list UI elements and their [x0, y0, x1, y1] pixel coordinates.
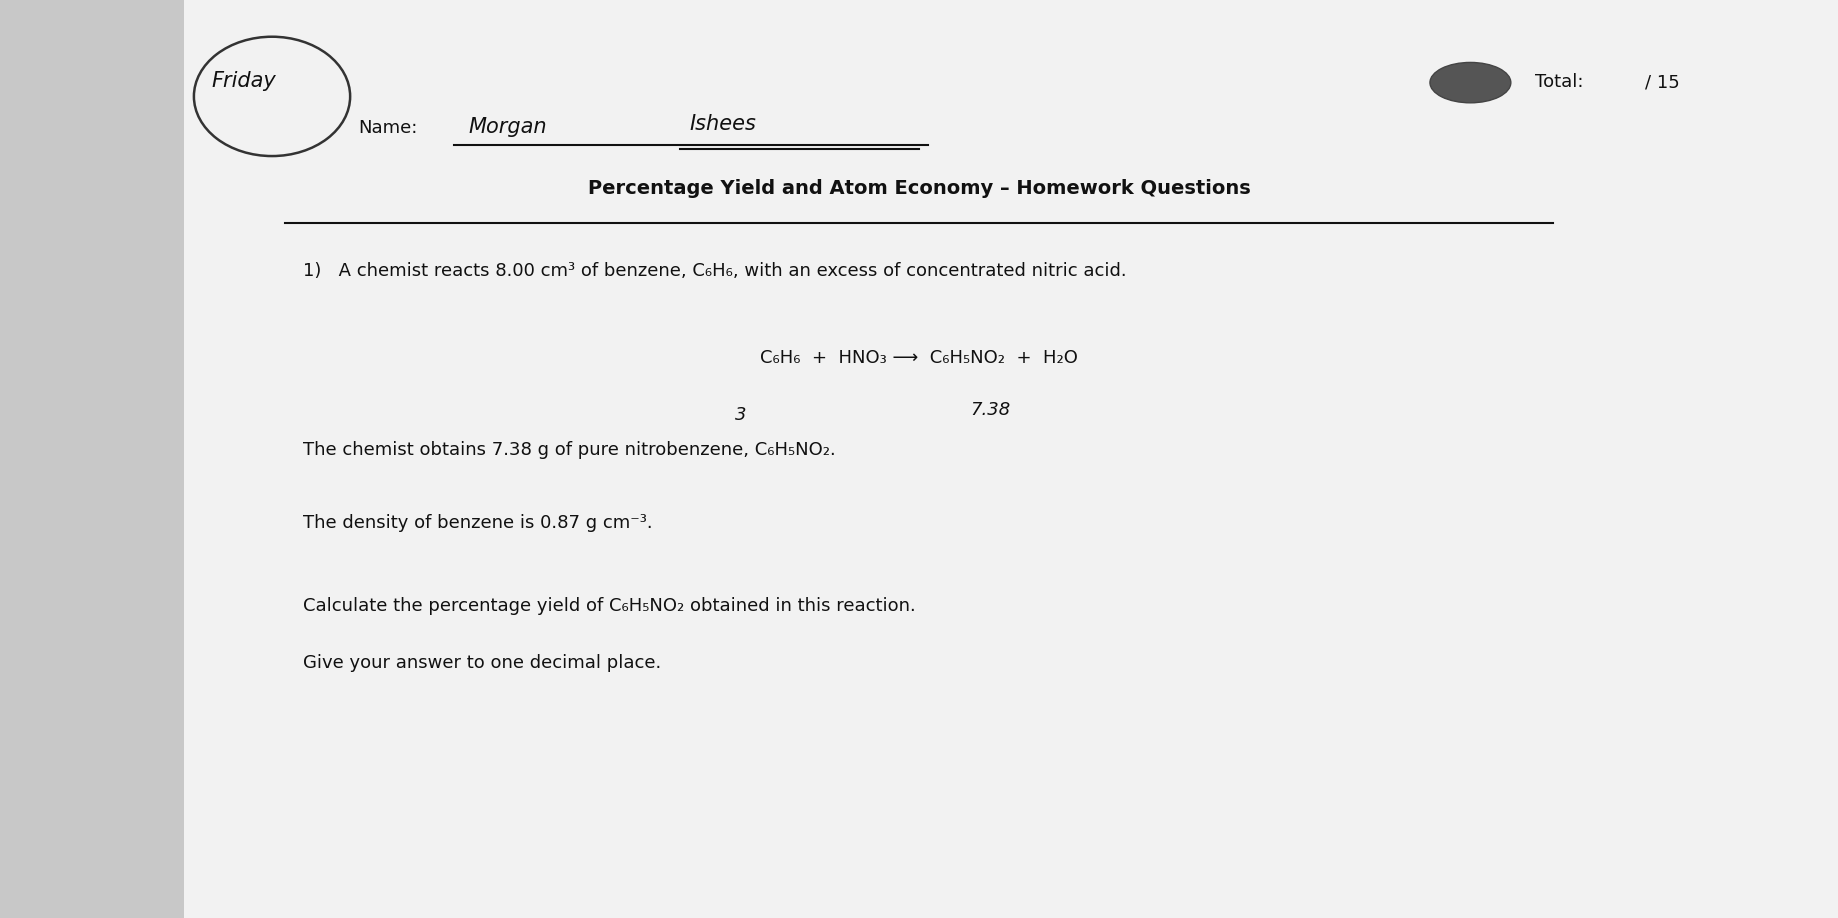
Text: 7.38: 7.38 [970, 401, 1011, 419]
Circle shape [1430, 62, 1511, 103]
Text: Friday: Friday [211, 72, 276, 91]
Text: Calculate the percentage yield of C₆H₅NO₂ obtained in this reaction.: Calculate the percentage yield of C₆H₅NO… [303, 597, 915, 615]
Text: Name:: Name: [358, 119, 417, 137]
Text: The chemist obtains 7.38 g of pure nitrobenzene, C₆H₅NO₂.: The chemist obtains 7.38 g of pure nitro… [303, 441, 836, 459]
Text: 3: 3 [735, 407, 746, 424]
FancyBboxPatch shape [184, 0, 1838, 918]
Text: / 15: / 15 [1645, 73, 1680, 91]
Text: The density of benzene is 0.87 g cm⁻³.: The density of benzene is 0.87 g cm⁻³. [303, 514, 652, 532]
Text: Total:: Total: [1535, 73, 1583, 91]
Text: C₆H₆  +  HNO₃ ⟶  C₆H₅NO₂  +  H₂O: C₆H₆ + HNO₃ ⟶ C₆H₅NO₂ + H₂O [761, 349, 1077, 367]
Text: Give your answer to one decimal place.: Give your answer to one decimal place. [303, 654, 662, 672]
Text: Morgan: Morgan [469, 118, 548, 137]
Text: Ishees: Ishees [689, 115, 755, 134]
Text: Percentage Yield and Atom Economy – Homework Questions: Percentage Yield and Atom Economy – Home… [588, 179, 1250, 197]
Text: 1)   A chemist reacts 8.00 cm³ of benzene, C₆H₆, with an excess of concentrated : 1) A chemist reacts 8.00 cm³ of benzene,… [303, 262, 1127, 280]
